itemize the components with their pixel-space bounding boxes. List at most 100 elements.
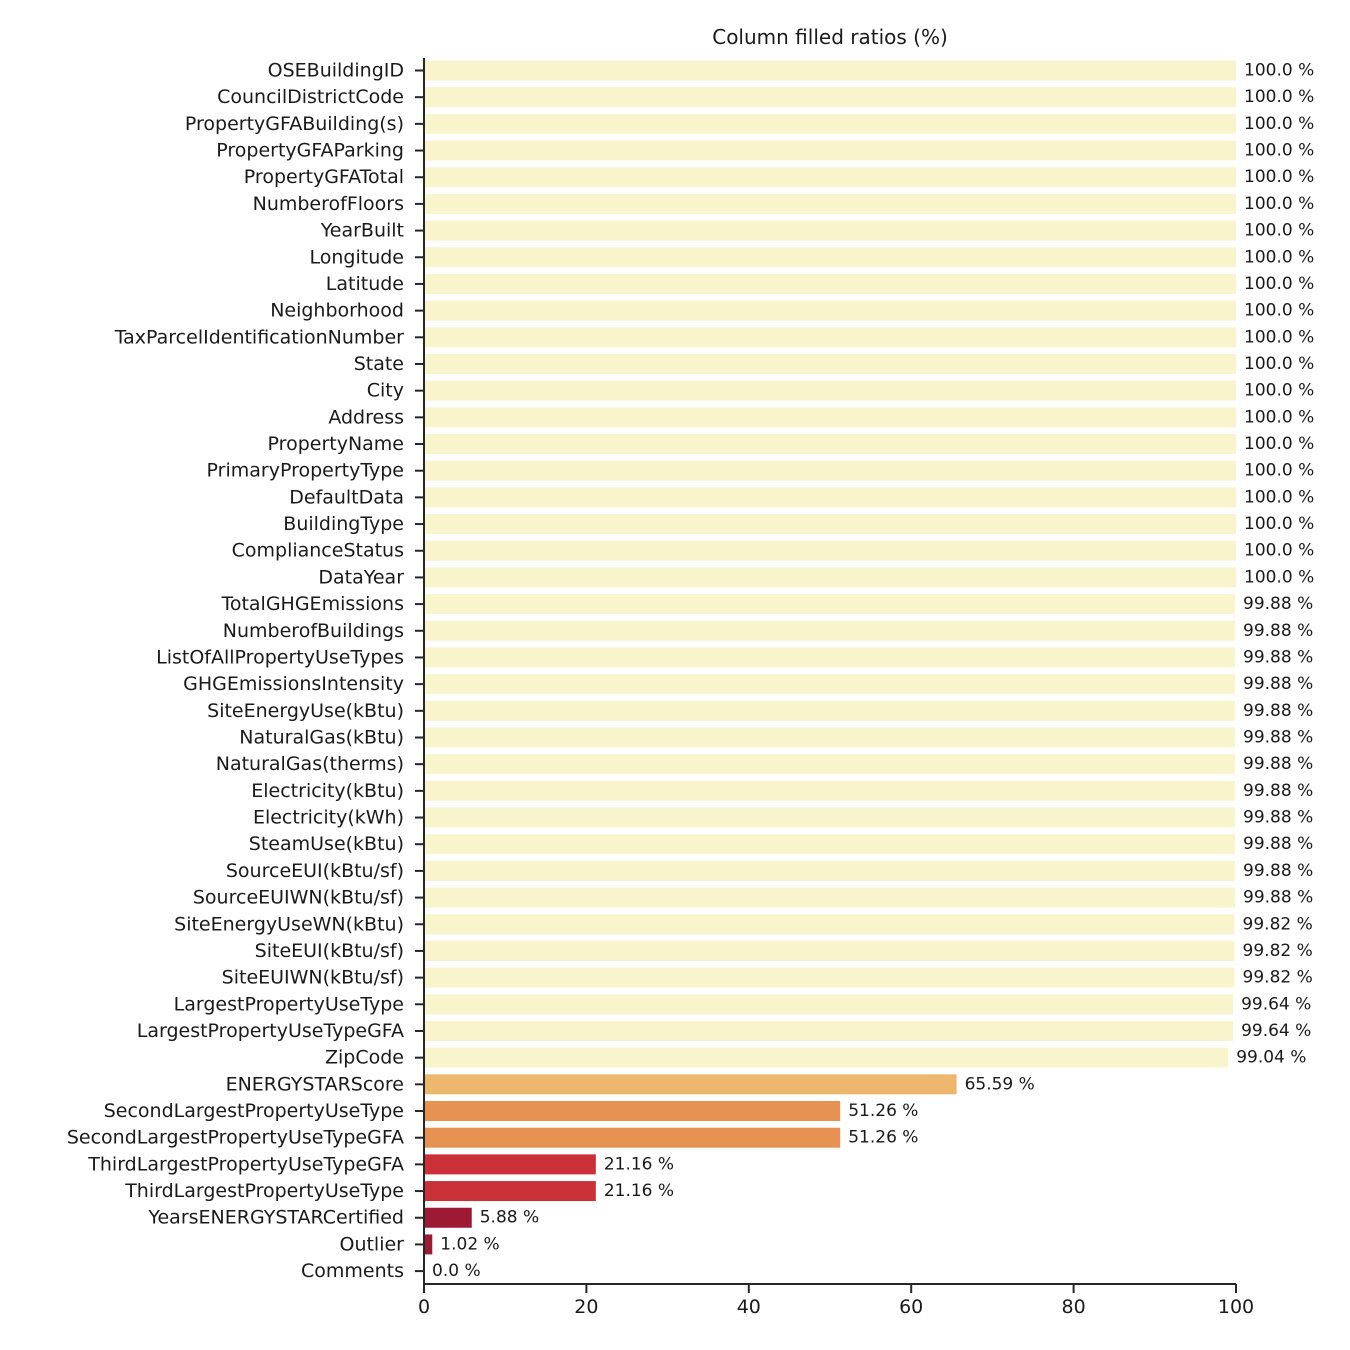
- category-label: ComplianceStatus: [232, 540, 404, 562]
- category-label: TaxParcelIdentificationNumber: [114, 326, 404, 348]
- bar: [424, 860, 1236, 881]
- category-label: ENERGYSTARScore: [226, 1073, 404, 1095]
- category-label: BuildingType: [283, 513, 404, 535]
- bar: [424, 1181, 596, 1202]
- category-label: PropertyGFABuilding(s): [185, 113, 404, 135]
- bar: [424, 967, 1235, 988]
- value-label: 100.0 %: [1244, 167, 1314, 187]
- bar: [424, 273, 1236, 294]
- x-tick-label: 80: [1062, 1296, 1086, 1318]
- bar: [424, 193, 1236, 214]
- x-tick-label: 100: [1218, 1296, 1254, 1318]
- bar: [424, 353, 1236, 374]
- bar: [424, 380, 1236, 401]
- bar: [424, 940, 1235, 961]
- bar: [424, 1234, 433, 1255]
- value-label: 99.88 %: [1243, 701, 1313, 721]
- value-label: 99.88 %: [1243, 861, 1313, 881]
- value-label: 99.88 %: [1243, 808, 1313, 828]
- value-label: 100.0 %: [1244, 514, 1314, 534]
- category-label: SteamUse(kBtu): [249, 833, 404, 855]
- bar: [424, 514, 1236, 535]
- category-label: City: [367, 380, 404, 402]
- value-label: 99.82 %: [1243, 914, 1313, 934]
- category-label: PrimaryPropertyType: [207, 460, 404, 482]
- value-label: 100.0 %: [1244, 541, 1314, 561]
- category-label: TotalGHGEmissions: [220, 593, 404, 615]
- category-label: SecondLargestPropertyUseType: [104, 1100, 404, 1122]
- value-label: 99.64 %: [1241, 994, 1311, 1014]
- bar: [424, 140, 1236, 161]
- bar: [424, 300, 1236, 321]
- value-label: 65.59 %: [965, 1074, 1035, 1094]
- category-label: ThirdLargestPropertyUseTypeGFA: [87, 1153, 404, 1175]
- value-label: 100.0 %: [1244, 434, 1314, 454]
- bar: [424, 540, 1236, 561]
- value-label: 99.88 %: [1243, 594, 1313, 614]
- category-label: State: [354, 353, 404, 375]
- bar: [424, 60, 1236, 81]
- bar: [424, 994, 1234, 1015]
- value-label: 99.88 %: [1243, 888, 1313, 908]
- value-label: 100.0 %: [1244, 61, 1314, 81]
- category-label: Latitude: [326, 273, 404, 295]
- x-tick-label: 20: [574, 1296, 598, 1318]
- value-label: 100.0 %: [1244, 274, 1314, 294]
- bar: [424, 487, 1236, 508]
- value-label: 100.0 %: [1244, 327, 1314, 347]
- value-label: 100.0 %: [1244, 194, 1314, 214]
- bar: [424, 220, 1236, 241]
- bar: [424, 674, 1236, 695]
- value-label: 0.0 %: [432, 1261, 481, 1281]
- category-label: Neighborhood: [270, 300, 404, 322]
- bar: [424, 1154, 596, 1175]
- value-label: 1.02 %: [440, 1234, 499, 1254]
- bar: [424, 567, 1236, 588]
- value-label: 100.0 %: [1244, 354, 1314, 374]
- category-label: Outlier: [339, 1233, 404, 1255]
- category-label: Electricity(kWh): [253, 807, 404, 829]
- value-label: 21.16 %: [604, 1154, 674, 1174]
- category-label: SiteEnergyUseWN(kBtu): [174, 913, 404, 935]
- bar: [424, 594, 1236, 615]
- value-label: 99.88 %: [1243, 834, 1313, 854]
- category-label: ZipCode: [325, 1047, 404, 1069]
- bar: [424, 754, 1236, 775]
- value-label: 99.88 %: [1243, 674, 1313, 694]
- category-label: Electricity(kBtu): [251, 780, 404, 802]
- category-label: YearsENERGYSTARCertified: [147, 1207, 404, 1229]
- x-axis: 0 20 40 60 80 100: [418, 1283, 1254, 1318]
- value-label: 100.0 %: [1244, 301, 1314, 321]
- category-label: LargestPropertyUseType: [174, 993, 404, 1015]
- bar: [424, 1020, 1234, 1041]
- bar: [424, 807, 1236, 828]
- bar: [424, 247, 1236, 268]
- bar: [424, 407, 1236, 428]
- bar: [424, 460, 1236, 481]
- category-label: Comments: [301, 1260, 404, 1282]
- value-labels: 100.0 % 100.0 % 100.0 % 100.0 % 100.0 % 100.0…: [432, 61, 1314, 1282]
- category-label: DefaultData: [289, 486, 404, 508]
- category-label: PropertyGFAParking: [216, 140, 404, 162]
- bar: [424, 647, 1236, 668]
- value-label: 99.64 %: [1241, 1021, 1311, 1041]
- bar: [424, 1074, 957, 1095]
- value-label: 99.88 %: [1243, 621, 1313, 641]
- value-label: 99.88 %: [1243, 647, 1313, 667]
- category-label: NaturalGas(therms): [216, 753, 404, 775]
- bar: [424, 1207, 472, 1228]
- value-label: 100.0 %: [1244, 487, 1314, 507]
- bars-group: [424, 60, 1236, 1255]
- category-label: SiteEUI(kBtu/sf): [255, 940, 404, 962]
- category-label: CouncilDistrictCode: [217, 86, 404, 108]
- category-label: NaturalGas(kBtu): [239, 727, 404, 749]
- value-label: 99.82 %: [1243, 941, 1313, 961]
- bar: [424, 914, 1235, 935]
- value-label: 100.0 %: [1244, 567, 1314, 587]
- category-label: PropertyName: [268, 433, 404, 455]
- category-label: OSEBuildingID: [268, 60, 404, 82]
- value-label: 99.82 %: [1243, 968, 1313, 988]
- category-label: SourceEUIWN(kBtu/sf): [193, 887, 404, 909]
- bar: [424, 1101, 841, 1122]
- category-label: Longitude: [310, 246, 405, 268]
